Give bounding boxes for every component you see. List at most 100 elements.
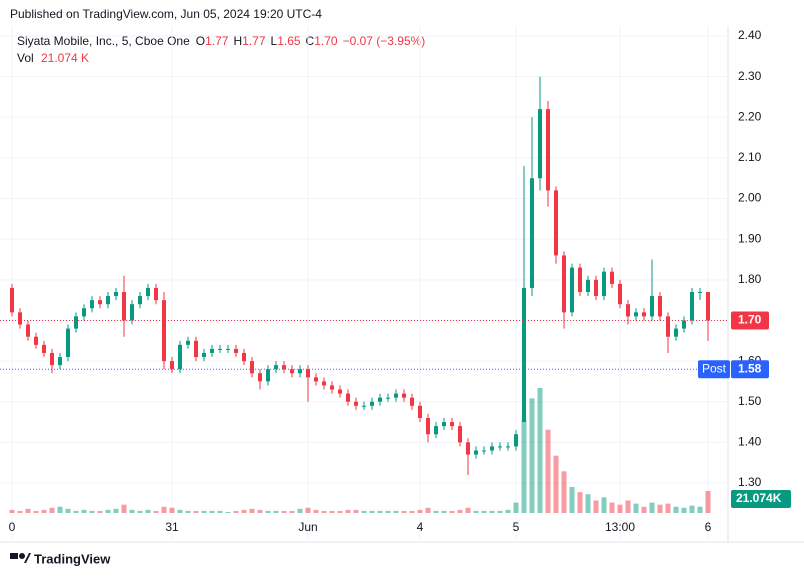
- volume-bar: [641, 506, 647, 513]
- candle-body: [586, 279, 590, 293]
- volume-bar: [633, 503, 639, 513]
- volume-bar: [473, 510, 479, 513]
- volume-bar: [265, 510, 271, 513]
- volume-bar: [105, 509, 111, 513]
- volume-bar: [449, 510, 455, 513]
- candle-body: [682, 320, 686, 329]
- candle-body: [394, 393, 398, 398]
- volume-bar: [601, 497, 607, 513]
- volume-bar: [689, 505, 695, 513]
- y-tick-label: 1.30: [738, 475, 762, 489]
- candle-body: [418, 405, 422, 418]
- candle-body: [506, 446, 510, 448]
- candle-body: [82, 308, 86, 317]
- volume-bar: [529, 398, 535, 513]
- post-price-label: 1.58: [738, 361, 762, 375]
- volume-bar: [657, 504, 663, 513]
- y-tick-label: 1.80: [738, 272, 762, 286]
- candle-body: [34, 336, 38, 345]
- volume-bar: [705, 491, 711, 513]
- candle-body: [450, 422, 454, 427]
- candle-body: [658, 296, 662, 317]
- candle-body: [698, 292, 702, 294]
- candle-body: [370, 401, 374, 406]
- candle-body: [610, 271, 614, 284]
- volume-bar: [249, 508, 255, 513]
- volume-bar: [321, 510, 327, 513]
- volume-bar: [89, 510, 95, 513]
- candle-body: [122, 292, 126, 321]
- candle-body: [626, 304, 630, 317]
- volume-bar: [281, 510, 287, 513]
- y-tick-label: 2.00: [738, 191, 762, 205]
- candle-body: [154, 287, 158, 301]
- candle-body: [242, 352, 246, 362]
- c-value: 1.70: [314, 34, 338, 48]
- candle-body: [514, 434, 518, 447]
- candle-body: [186, 340, 190, 345]
- volume-bar: [233, 510, 239, 513]
- candle-body: [66, 328, 70, 358]
- volume-bar: [209, 510, 215, 513]
- volume-bar: [33, 510, 39, 513]
- volume-bar: [177, 509, 183, 513]
- volume-bar: [425, 507, 431, 513]
- candle-body: [282, 365, 286, 370]
- y-tick-label: 2.20: [738, 109, 762, 123]
- volume-bar: [305, 507, 311, 513]
- volume-bar: [561, 471, 567, 513]
- volume-bar: [241, 509, 247, 513]
- x-tick-label: 5: [513, 520, 520, 534]
- volume-bar: [225, 511, 231, 513]
- volume-bar: [257, 509, 263, 513]
- volume-bar: [273, 510, 279, 513]
- volume-bar: [433, 510, 439, 513]
- last-price-label: 1.70: [738, 313, 762, 327]
- y-tick-label: 1.50: [738, 394, 762, 408]
- volume-bar: [545, 429, 551, 513]
- candle-body: [594, 279, 598, 297]
- candle-body: [338, 389, 342, 394]
- volume-bar: [297, 508, 303, 513]
- volume-label: 21.074K: [736, 491, 782, 505]
- candle-body: [498, 446, 502, 448]
- post-box: [698, 360, 730, 379]
- volume-bar: [49, 507, 55, 513]
- last-price-box: [731, 311, 769, 330]
- volume-bar: [25, 508, 31, 513]
- candle-body: [114, 292, 118, 297]
- candle-body: [90, 300, 94, 309]
- legend: Siyata Mobile, Inc., 5, Cboe One O 1.77 …: [17, 34, 425, 65]
- volume-bar: [161, 506, 167, 513]
- candle-body: [650, 296, 654, 317]
- candle-body: [402, 393, 406, 398]
- candle-body: [98, 300, 102, 305]
- x-tick-label: 6: [705, 520, 712, 534]
- candle-body: [170, 361, 174, 370]
- candle-body: [674, 328, 678, 337]
- post-price-box: [731, 360, 769, 379]
- volume-bar: [169, 507, 175, 513]
- candle-body: [26, 324, 30, 337]
- volume-bar: [337, 510, 343, 513]
- candle-body: [74, 316, 78, 329]
- candle-body: [50, 352, 54, 366]
- volume-bar: [441, 510, 447, 513]
- o-value: 1.77: [205, 34, 229, 48]
- vol-value: 21.074 K: [41, 51, 89, 65]
- volume-bar: [81, 509, 87, 513]
- volume-bar: [137, 510, 143, 513]
- c-label: C: [306, 34, 315, 48]
- volume-bar: [345, 509, 351, 513]
- candle-body: [274, 365, 278, 370]
- volume-bar: [73, 510, 79, 513]
- candle-body: [354, 401, 358, 406]
- volume-bar: [369, 510, 375, 513]
- volume-bar: [665, 503, 671, 513]
- candle-body: [706, 292, 710, 321]
- volume-bar: [385, 510, 391, 513]
- candle-body: [194, 340, 198, 358]
- volume-bar: [521, 419, 527, 513]
- volume-bar: [497, 510, 503, 513]
